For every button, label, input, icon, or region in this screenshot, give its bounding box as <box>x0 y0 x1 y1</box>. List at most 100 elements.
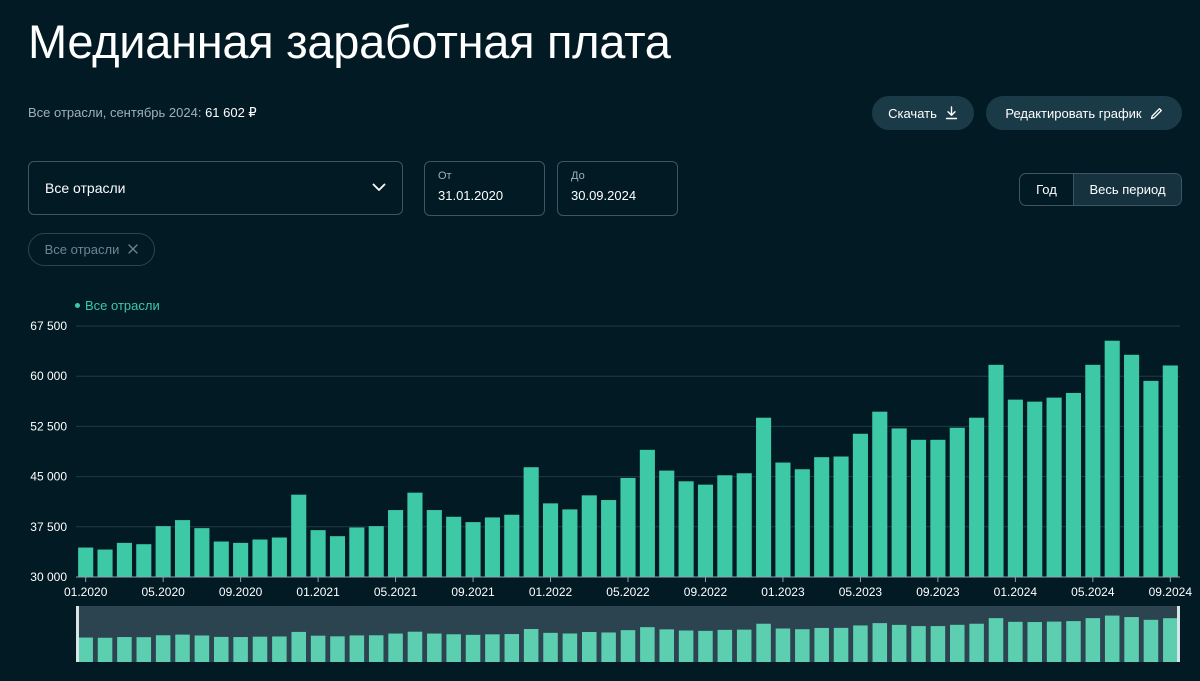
range-overview[interactable] <box>0 604 1200 664</box>
overview-bar <box>950 624 965 662</box>
edit-chart-button[interactable]: Редактировать график <box>986 96 1182 130</box>
bar[interactable] <box>174 520 191 577</box>
bar[interactable] <box>97 549 113 577</box>
bar[interactable] <box>291 494 307 577</box>
bar[interactable] <box>697 484 714 577</box>
bar[interactable] <box>717 475 733 577</box>
overview-bar <box>504 634 520 662</box>
bar[interactable] <box>136 544 152 577</box>
overview-bar <box>368 635 384 662</box>
bar[interactable] <box>1065 392 1082 577</box>
bar[interactable] <box>872 411 888 577</box>
bar[interactable] <box>407 492 423 577</box>
bar[interactable] <box>1124 354 1140 577</box>
summary-value: 61 602 ₽ <box>205 105 257 120</box>
bar[interactable] <box>542 503 559 577</box>
bar[interactable] <box>910 439 927 577</box>
bar[interactable] <box>446 516 462 577</box>
x-tick-label: 01.2023 <box>761 585 805 599</box>
period-toggle: Год Весь период <box>1019 173 1182 206</box>
overview-bar <box>911 626 926 662</box>
period-all-button[interactable]: Весь период <box>1073 174 1181 205</box>
y-tick-label: 45 000 <box>30 470 67 484</box>
bar[interactable] <box>1007 399 1023 577</box>
bar[interactable] <box>678 481 694 577</box>
date-from-field[interactable]: От 31.01.2020 <box>424 161 545 216</box>
overview-bar <box>988 618 1004 662</box>
bar[interactable] <box>465 522 481 577</box>
bar[interactable] <box>775 462 791 577</box>
bar[interactable] <box>581 495 597 577</box>
filter-chip[interactable]: Все отрасли <box>28 233 155 266</box>
bar[interactable] <box>329 536 346 577</box>
bar[interactable] <box>155 526 171 577</box>
close-icon[interactable] <box>128 242 139 257</box>
bar[interactable] <box>852 433 868 577</box>
bar[interactable] <box>891 428 907 577</box>
bar[interactable] <box>426 510 442 577</box>
bar[interactable] <box>639 449 655 577</box>
bar[interactable] <box>756 417 772 577</box>
bar[interactable] <box>620 477 636 577</box>
bar[interactable] <box>1085 364 1101 577</box>
bar[interactable] <box>562 509 578 577</box>
download-icon <box>945 106 958 120</box>
bar[interactable] <box>969 417 985 577</box>
overview-bar <box>795 629 810 662</box>
chart-legend[interactable]: Все отрасли <box>75 298 160 313</box>
date-to-field[interactable]: До 30.09.2024 <box>557 161 678 216</box>
bar[interactable] <box>833 456 849 577</box>
overview-bar <box>1143 619 1159 662</box>
bar[interactable] <box>659 470 675 577</box>
page-title: Медианная заработная плата <box>28 15 671 68</box>
bar[interactable] <box>1046 397 1062 577</box>
bar[interactable] <box>78 547 94 577</box>
bar[interactable] <box>1143 380 1159 577</box>
bar[interactable] <box>213 541 229 577</box>
bar[interactable] <box>310 530 326 577</box>
bar[interactable] <box>252 539 268 577</box>
bar[interactable] <box>736 473 752 577</box>
date-from-value: 31.01.2020 <box>438 188 504 203</box>
range-handle-right[interactable] <box>1177 606 1180 662</box>
overview-bar <box>756 623 771 662</box>
range-handle-left[interactable] <box>76 606 79 662</box>
bar[interactable] <box>388 510 404 577</box>
pencil-icon <box>1150 107 1163 120</box>
bar[interactable] <box>233 542 249 577</box>
overview-bar <box>891 624 907 662</box>
y-tick-label: 67 500 <box>30 319 67 333</box>
overview-bar <box>601 632 616 662</box>
bar[interactable] <box>368 526 384 577</box>
bar[interactable] <box>504 514 520 577</box>
bar[interactable] <box>814 457 830 577</box>
download-button[interactable]: Скачать <box>872 96 974 130</box>
overview-bar <box>833 627 849 662</box>
overview-bar <box>969 623 984 662</box>
overview-bar <box>1163 618 1178 662</box>
bar[interactable] <box>523 467 539 577</box>
bar[interactable] <box>271 537 287 577</box>
bar[interactable] <box>1162 365 1178 577</box>
bar[interactable] <box>949 427 965 577</box>
bar[interactable] <box>349 527 365 577</box>
bar[interactable] <box>116 542 132 577</box>
bar[interactable] <box>794 469 810 577</box>
y-tick-label: 37 500 <box>30 520 67 534</box>
overview-bar <box>543 632 558 662</box>
bar[interactable] <box>1104 340 1120 577</box>
bar[interactable] <box>1027 401 1043 577</box>
bar[interactable] <box>194 528 210 577</box>
overview-bar <box>136 637 152 662</box>
period-year-button[interactable]: Год <box>1036 182 1057 197</box>
x-tick-label: 09.2022 <box>684 585 728 599</box>
bar[interactable] <box>930 439 946 577</box>
industry-select[interactable]: Все отрасли <box>28 161 403 215</box>
overview-bar <box>1104 615 1120 662</box>
bar[interactable] <box>601 500 617 577</box>
bar[interactable] <box>988 364 1004 577</box>
bar[interactable] <box>484 517 500 577</box>
y-tick-label: 30 000 <box>30 570 67 584</box>
x-tick-label: 01.2021 <box>296 585 340 599</box>
overview-bar <box>523 629 539 662</box>
